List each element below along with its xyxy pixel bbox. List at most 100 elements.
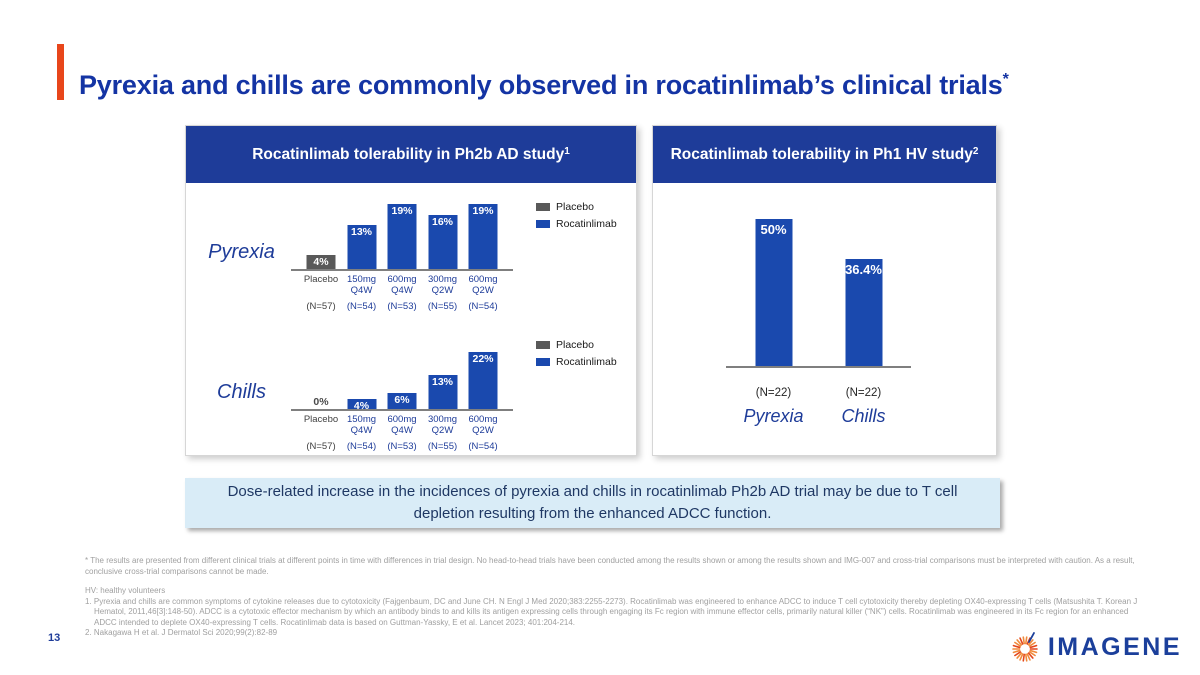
bar-slot: 19% xyxy=(463,203,503,269)
page-number: 13 xyxy=(48,632,61,644)
x-axis-category: Chills (N=22) xyxy=(821,371,906,427)
category-label: 300mg Q2W xyxy=(427,414,458,437)
category-n-label: (N=22) xyxy=(755,387,792,399)
x-axis-category: 300mg Q2W (N=55) xyxy=(423,414,463,452)
category-label: 600mg Q4W xyxy=(387,274,417,297)
category-label: 600mg Q2W xyxy=(468,274,498,297)
x-axis-category: Pyrexia (N=22) xyxy=(731,371,816,427)
bar-300mg-q2w: 16% xyxy=(428,215,457,269)
imagene-logo-text: IMAGENE xyxy=(1047,632,1182,661)
panel-ph1-header-text: Rocatinlimab tolerability in Ph1 HV stud… xyxy=(670,145,973,163)
bar-slot: 4% xyxy=(342,349,382,412)
category-n-label: (N=22) xyxy=(845,387,882,399)
category-label: 300mg Q2W xyxy=(427,274,458,297)
panel-ph1-header: Rocatinlimab tolerability in Ph1 HV stud… xyxy=(653,126,996,183)
category-n-label: (N=54) xyxy=(468,441,498,452)
bar-slot: 13% xyxy=(342,203,382,269)
bar-chills: 36.4% xyxy=(845,259,882,366)
bar-value-label: 19% xyxy=(391,205,413,217)
bar-value-label: 13% xyxy=(350,226,372,238)
category-n-label: (N=55) xyxy=(427,441,458,452)
x-axis-category: Placebo (N=57) xyxy=(301,414,341,452)
chills-plot: 0% 4% 6% 13% 22% Placebo (N=57) 150mg Q4W (N=54)… xyxy=(291,349,521,452)
panel-ph2b-header-text: Rocatinlimab tolerability in Ph2b AD stu… xyxy=(252,145,565,163)
bar-600mg-q4w: 19% xyxy=(387,204,417,269)
legend-swatch-icon xyxy=(536,358,550,366)
hv-bars-area: 50% 36.4% xyxy=(726,206,911,368)
chart-ph1-hv: 50% 36.4% Pyrexia (N=22) Chills (N=22) xyxy=(726,206,911,427)
x-axis-category: 150mg Q4W (N=54) xyxy=(342,414,382,452)
legend-swatch-icon xyxy=(536,203,550,211)
panel-ph1-hv-study: Rocatinlimab tolerability in Ph1 HV stud… xyxy=(652,125,997,456)
category-n-label: (N=55) xyxy=(427,301,458,312)
bar-value-label: 19% xyxy=(472,205,494,217)
category-label: 150mg Q4W xyxy=(346,274,377,297)
panel-ph1-header-superscript: 2 xyxy=(972,146,979,157)
category-label: 600mg Q4W xyxy=(387,414,417,437)
page-title-text: Pyrexia and chills are commonly observed… xyxy=(79,70,1003,101)
pyrexia-legend: Placebo Rocatinlimab xyxy=(536,201,617,235)
legend-item-placebo: Placebo xyxy=(536,339,617,351)
bar-600mg-q2w: 22% xyxy=(468,352,498,409)
row-label-chills: Chills xyxy=(217,381,266,403)
footnote-asterisk: * The results are presented from differe… xyxy=(85,556,1135,576)
legend-label: Rocatinlimab xyxy=(556,356,617,368)
bar-value-label: 6% xyxy=(394,394,410,406)
legend-label: Placebo xyxy=(556,201,594,213)
category-n-label: (N=54) xyxy=(346,441,377,452)
legend-label: Rocatinlimab xyxy=(556,218,617,230)
category-label: 600mg Q2W xyxy=(468,414,498,437)
chills-legend: Placebo Rocatinlimab xyxy=(536,339,617,373)
panel-ph2b-header: Rocatinlimab tolerability in Ph2b AD stu… xyxy=(186,126,636,183)
bar-slot: 4% xyxy=(301,203,341,269)
x-axis-category: 300mg Q2W (N=55) xyxy=(423,274,463,312)
legend-item-rocatinlimab: Rocatinlimab xyxy=(536,356,617,368)
category-label: Chills xyxy=(841,406,886,426)
category-n-label: (N=54) xyxy=(468,301,498,312)
callout-box: Dose-related increase in the incidences … xyxy=(185,478,1000,528)
bar-600mg-q2w: 19% xyxy=(468,204,498,269)
legend-swatch-icon xyxy=(536,220,550,228)
panel-ph2b-header-superscript: 1 xyxy=(564,146,570,157)
bar-value-label: 4% xyxy=(353,400,370,412)
legend-swatch-icon xyxy=(536,341,550,349)
bar-slot: 6% xyxy=(382,349,422,409)
chills-x-axis-labels: Placebo (N=57) 150mg Q4W (N=54) 600mg Q4W (N=53… xyxy=(291,411,513,452)
bar-placebo: 4% xyxy=(306,255,336,269)
row-label-pyrexia: Pyrexia xyxy=(208,241,275,263)
category-n-label: (N=57) xyxy=(306,301,336,312)
category-label: Pyrexia xyxy=(743,406,804,426)
x-axis-category: 600mg Q2W (N=54) xyxy=(463,274,503,312)
category-n-label: (N=57) xyxy=(306,441,336,452)
category-label: 150mg Q4W xyxy=(346,414,377,437)
page-title: Pyrexia and chills are commonly observed… xyxy=(79,70,1179,101)
imagene-logo-starburst-icon xyxy=(1012,632,1038,662)
category-n-label: (N=53) xyxy=(387,441,417,452)
panel-ph2b-ad-study: Rocatinlimab tolerability in Ph2b AD stu… xyxy=(185,125,637,456)
chart-pyrexia-ph2b: Pyrexia 4% 13% 19% 16% 19% Placebo (N=57) 150m… xyxy=(186,183,636,321)
chart-chills-ph2b: Chills 0% 4% 6% 13% 22% Placebo (N=57) 150mg Q4… xyxy=(186,321,636,455)
bar-150mg-q4w: 13% xyxy=(347,225,376,269)
bar-slot: 13% xyxy=(423,349,463,409)
x-axis-category: 600mg Q4W (N=53) xyxy=(382,274,422,312)
bar-value-label: 4% xyxy=(313,256,329,268)
title-accent-bar xyxy=(57,44,64,100)
legend-item-rocatinlimab: Rocatinlimab xyxy=(536,218,617,230)
bar-pyrexia: 50% xyxy=(755,219,792,366)
bar-slot: 0% xyxy=(301,349,341,409)
bar-150mg-q4w: 4% xyxy=(347,399,376,412)
title-asterisk: * xyxy=(1002,71,1009,89)
legend-item-placebo: Placebo xyxy=(536,201,617,213)
bar-slot: 19% xyxy=(382,203,422,269)
footnote-hv-definition: HV: healthy volunteers xyxy=(85,586,166,596)
pyrexia-plot: 4% 13% 19% 16% 19% Placebo (N=57) 150mg Q4W (N=5… xyxy=(291,203,521,312)
x-axis-category: 150mg Q4W (N=54) xyxy=(342,274,382,312)
legend-label: Placebo xyxy=(556,339,594,351)
bar-value-label: 16% xyxy=(431,216,453,228)
chills-bars-area: 0% 4% 6% 13% 22% xyxy=(291,349,513,412)
bar-slot: 22% xyxy=(463,349,503,409)
x-axis-category: Placebo (N=57) xyxy=(301,274,341,312)
bar-slot: 36.4% xyxy=(821,206,906,366)
hv-x-axis-labels: Pyrexia (N=22) Chills (N=22) xyxy=(726,368,911,427)
